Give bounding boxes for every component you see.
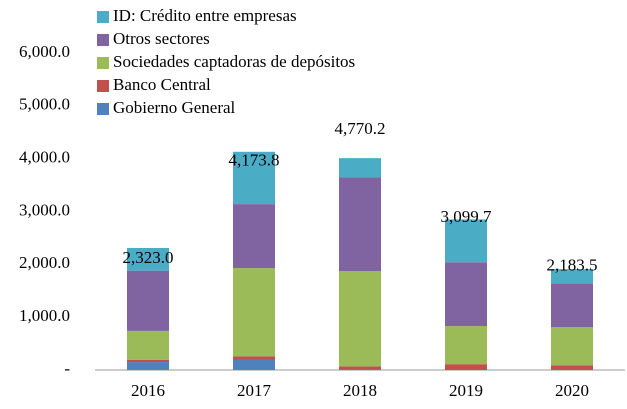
y-tick-label: 3,000.0 <box>19 200 70 219</box>
total-label: 2,323.0 <box>123 248 174 267</box>
legend-swatch <box>97 103 109 115</box>
bar-segment <box>339 366 381 370</box>
legend-swatch <box>97 34 109 46</box>
bar-segment <box>127 362 169 370</box>
x-tick-label: 2019 <box>449 381 483 400</box>
bar-segment <box>233 151 275 205</box>
y-tick-label: 2,000.0 <box>19 253 70 272</box>
legend-swatch <box>97 11 109 23</box>
bar-segment <box>233 204 275 269</box>
total-label: 2,183.5 <box>547 256 598 275</box>
bar-segment <box>339 271 381 367</box>
legend-label: Otros sectores <box>113 29 210 48</box>
bar-segment <box>445 262 487 327</box>
legend-label: Sociedades captadoras de depósitos <box>113 52 355 71</box>
bar-segment <box>127 270 169 331</box>
legend-swatch <box>97 80 109 92</box>
total-label: 4,770.2 <box>335 119 386 138</box>
bar-segment <box>551 365 593 370</box>
y-tick-label: 4,000.0 <box>19 148 70 167</box>
y-tick-label: 1,000.0 <box>19 306 70 325</box>
legend-label: Banco Central <box>113 75 211 94</box>
x-tick-label: 2016 <box>131 381 165 400</box>
x-tick-label: 2017 <box>237 381 272 400</box>
legend-label: ID: Crédito entre empresas <box>113 6 297 25</box>
bar-segment <box>127 330 169 360</box>
bar-segment <box>127 247 169 271</box>
bar-segment <box>339 158 381 178</box>
y-tick-label: 6,000.0 <box>19 42 70 61</box>
bar-segment <box>445 219 487 263</box>
bar-segment <box>233 356 275 360</box>
bar-segment <box>339 369 381 370</box>
total-label: 4,173.8 <box>229 150 280 169</box>
legend-swatch <box>97 57 109 69</box>
bar-segment <box>127 359 169 363</box>
x-tick-label: 2018 <box>343 381 377 400</box>
legend-label: Gobierno General <box>113 98 236 117</box>
bar-segment <box>339 177 381 272</box>
y-tick-label: 5,000.0 <box>19 95 70 114</box>
bar-segment <box>233 359 275 370</box>
bar-segment <box>551 327 593 366</box>
y-tick-label: - <box>64 359 70 378</box>
bar-segment <box>551 269 593 284</box>
bar-segment <box>233 268 275 357</box>
total-label: 3,099.7 <box>441 207 493 226</box>
bar-segment <box>551 283 593 328</box>
bar-segment <box>445 364 487 370</box>
x-tick-label: 2020 <box>555 381 589 400</box>
bar-segment <box>445 326 487 365</box>
